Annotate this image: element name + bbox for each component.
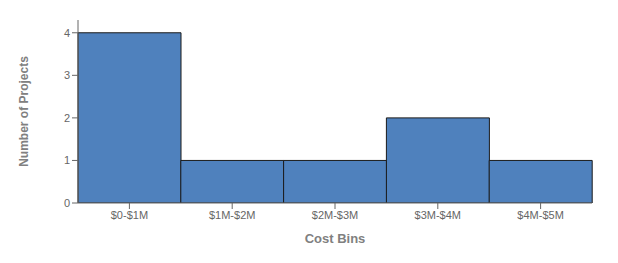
svg-text:4: 4 bbox=[64, 27, 70, 39]
svg-text:$3M-$4M: $3M-$4M bbox=[415, 209, 461, 221]
svg-text:Number of Projects: Number of Projects bbox=[17, 56, 31, 167]
svg-text:$0-$1M: $0-$1M bbox=[111, 209, 148, 221]
svg-text:$1M-$2M: $1M-$2M bbox=[209, 209, 255, 221]
svg-text:Cost Bins: Cost Bins bbox=[305, 231, 366, 246]
svg-text:$4M-$5M: $4M-$5M bbox=[517, 209, 563, 221]
svg-text:2: 2 bbox=[64, 112, 70, 124]
svg-text:1: 1 bbox=[64, 154, 70, 166]
svg-text:0: 0 bbox=[64, 197, 70, 209]
svg-text:3: 3 bbox=[64, 69, 70, 81]
svg-text:$2M-$3M: $2M-$3M bbox=[312, 209, 358, 221]
